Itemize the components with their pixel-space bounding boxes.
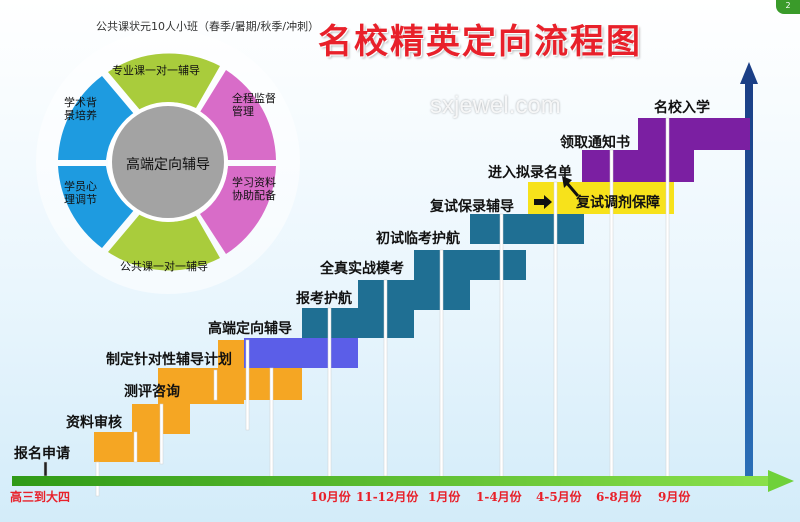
horizontal-axis [12,470,794,492]
ring-center-label: 高端定向辅导 [126,157,210,173]
watermark: sxjewel.com [430,92,561,119]
arrow-up-left-icon [562,176,580,197]
staircase-purple [582,118,750,182]
ring-center [108,102,228,222]
step-label: 制定针对性辅导计划 [106,352,232,368]
ring-outer-label: 公共课状元10人小班（春季/暑期/秋季/冲刺） [96,20,320,33]
segment-bottom-right [200,166,276,254]
staircase-teal [302,214,584,338]
segment-label-3: 学习资料协助配备 [232,176,276,202]
segment-label-2: 全程监督管理 [232,92,276,118]
timeline-label: 1-4月份 [476,490,522,504]
step-label: 资料审核 [66,415,122,431]
step-label: 初试临考护航 [376,231,460,247]
step-label: 报名申请 [14,446,70,462]
arrow-right-icon [534,195,552,209]
step-label: 复试调剂保障 [576,195,660,211]
step-label: 测评咨询 [124,384,180,400]
step-label: 全真实战模考 [320,261,404,277]
page-title: 名校精英定向流程图 [318,22,642,62]
step-label: 报考护航 [296,291,352,307]
segment-label-6: 学术背景培养 [64,96,97,122]
staircase-violet [244,338,358,368]
step-label: 名校入学 [654,100,710,116]
segment-bottom-left [58,166,134,248]
step-label: 高端定向辅导 [208,321,292,337]
timeline-label: 高三到大四 [10,490,71,504]
segment-bottom [108,214,220,271]
step-label: 复试保录辅导 [430,199,514,215]
timeline-label: 4-5月份 [536,490,582,504]
segment-label-1: 专业课一对一辅导 [112,64,200,77]
segment-label-5: 学员心理调节 [64,180,97,206]
timeline-label: 1月份 [428,490,461,504]
timeline-label: 10月份 [310,490,351,504]
segment-top-left [58,76,134,160]
timeline-label: 11-12月份 [356,490,419,504]
staircase-yellow [528,182,674,214]
corner-badge: 2 [776,0,800,14]
service-ring [36,30,300,294]
timeline-label: 9月份 [658,490,691,504]
vertical-axis [740,62,758,480]
step-label: 进入拟录名单 [488,165,572,181]
timeline-label: 6-8月份 [596,490,642,504]
segment-label-4: 公共课一对一辅导 [120,260,208,273]
segment-top [108,53,220,110]
step-label: 领取通知书 [560,135,630,151]
segment-top-right [200,70,276,160]
